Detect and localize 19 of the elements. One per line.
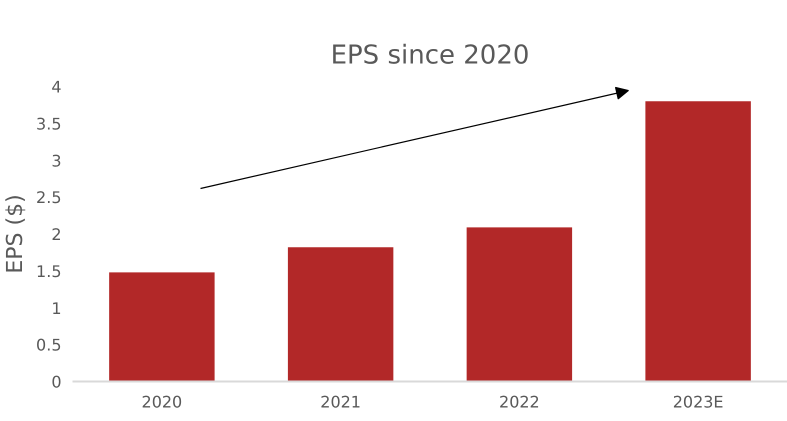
y-tick-label: 0 [51,372,62,392]
y-tick-label: 2.5 [36,188,62,208]
y-axis-title: EPS ($) [3,194,28,274]
bar [109,272,215,382]
y-tick-label: 3.5 [36,114,62,134]
bar [466,227,572,382]
bar [288,247,394,382]
y-tick-label: 4 [51,78,62,96]
x-tick-label: 2021 [320,392,361,412]
x-tick-label: 2022 [499,392,540,412]
y-tick-label: 1 [51,298,62,318]
y-tick-label: 1.5 [36,262,62,281]
y-tick-label: 3 [51,151,62,170]
y-tick-label: 0.5 [36,336,62,355]
x-tick-label: 2023E [672,392,724,412]
bar [645,101,751,382]
y-tick-label: 2 [51,225,62,244]
chart-title: EPS since 2020 [330,40,530,70]
x-tick-label: 2020 [142,392,182,412]
